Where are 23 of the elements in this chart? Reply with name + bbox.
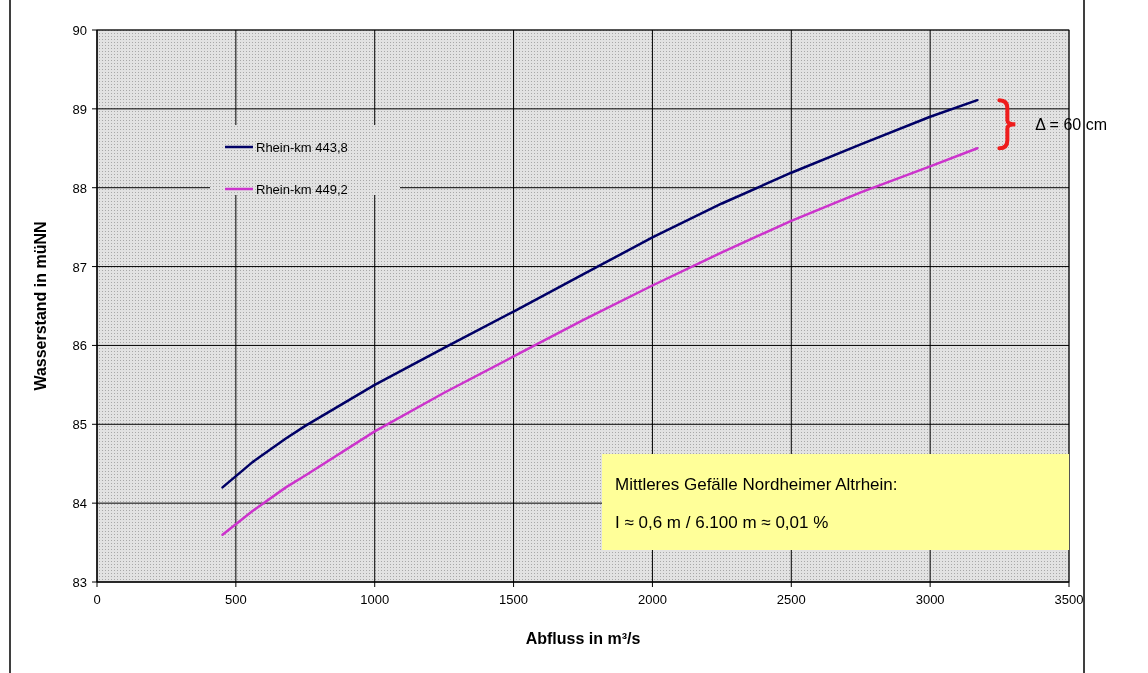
- x-tick-label: 1000: [360, 592, 390, 607]
- y-tick-label: 89: [72, 101, 87, 117]
- y-tick-label: 86: [72, 338, 87, 354]
- y-tick-label: 83: [72, 575, 87, 590]
- x-tick-label: 1500: [499, 592, 529, 607]
- y-tick-label: 87: [72, 259, 87, 275]
- x-tick-label: 3000: [915, 592, 945, 607]
- x-tick-label: 2000: [637, 592, 667, 607]
- x-tick-label: 500: [225, 592, 247, 607]
- line-series: [221, 98, 979, 489]
- y-axis-title: Wasserstand in müNN: [32, 221, 49, 391]
- annotation: Mittleres Gefälle Nordheimer Altrhein:: [615, 475, 898, 494]
- y-tick-label: 90: [72, 23, 87, 38]
- x-tick-label: 0: [93, 592, 101, 607]
- x-tick-label: 2500: [776, 592, 806, 607]
- x-tick-label: 3500: [1054, 592, 1084, 607]
- legend-label: Rhein-km 443,8: [256, 140, 348, 155]
- legend-label: Rhein-km 449,2: [256, 182, 348, 197]
- x-axis-title: Abfluss in m³/s: [525, 630, 641, 647]
- y-tick-label: 88: [72, 180, 87, 196]
- y-tick-label: 84: [72, 496, 87, 512]
- annotation: I ≈ 0,6 m / 6.100 m ≈ 0,01 %: [615, 513, 829, 532]
- y-tick-label: 85: [72, 417, 87, 433]
